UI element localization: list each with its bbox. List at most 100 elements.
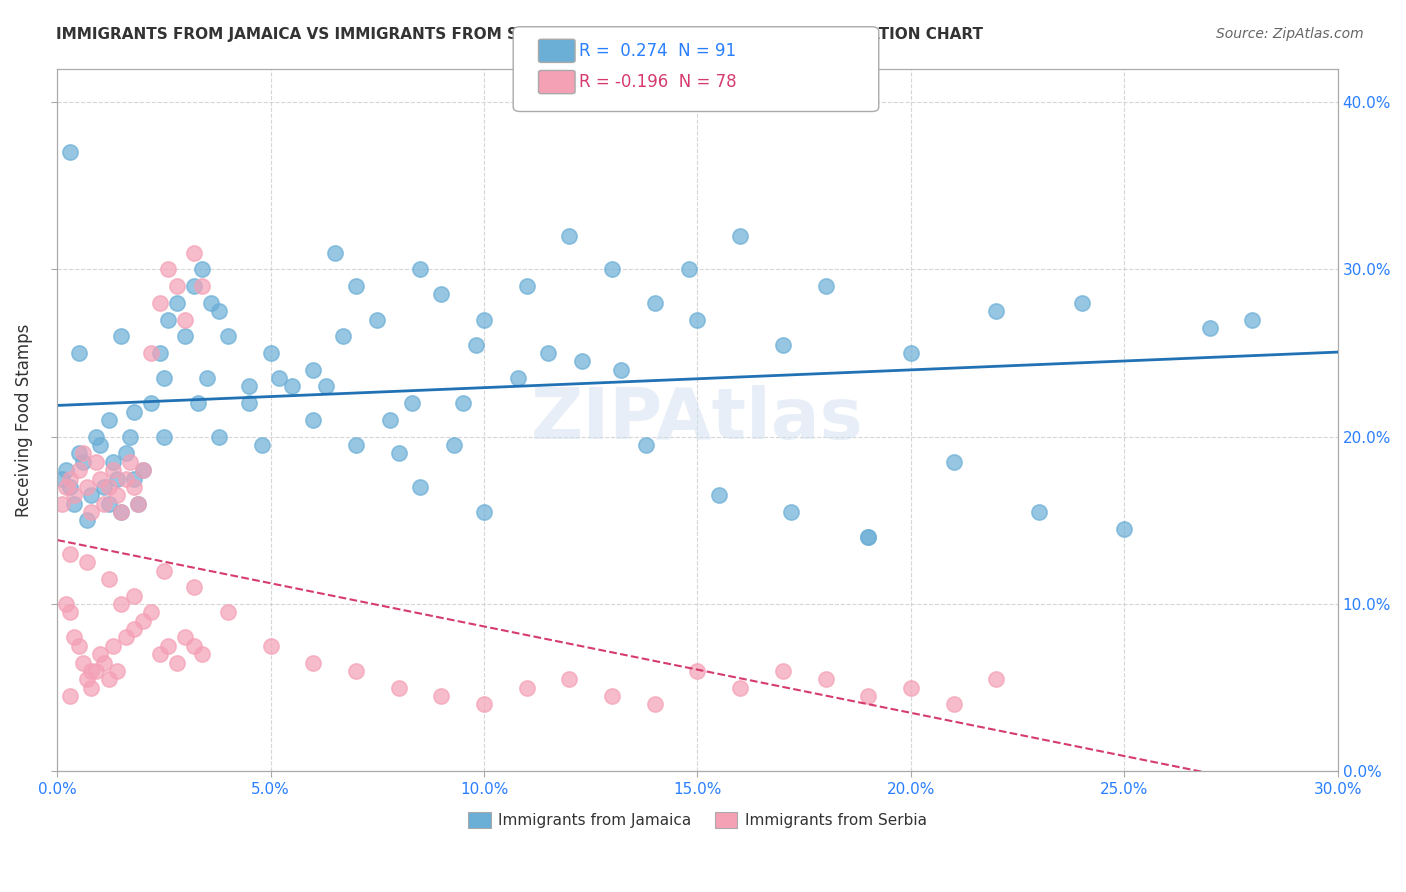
Point [97,413,120,427]
Point [131,463,153,477]
Point [84,430,107,444]
Point [101,639,124,653]
Point [986,673,1008,687]
Point [110,329,132,343]
Point [67,639,90,653]
Point [118,430,141,444]
Point [89,471,111,485]
Point [141,396,163,410]
Point [1198,321,1220,335]
Point [472,698,495,712]
Point [55,597,77,611]
Point [217,606,239,620]
Point [67,346,90,360]
Point [516,681,538,695]
Point [464,337,486,351]
Point [149,647,172,661]
Point [183,245,205,260]
Point [344,279,367,293]
Point [63,631,86,645]
Point [900,681,922,695]
Point [97,673,120,687]
Point [118,455,141,469]
Point [166,656,188,670]
Point [315,379,337,393]
Point [269,371,291,385]
Point [508,371,530,385]
Point [174,329,197,343]
Point [127,497,149,511]
Point [856,689,879,703]
Point [76,480,98,494]
Point [323,245,346,260]
Point [110,597,132,611]
Point [302,363,325,377]
Point [149,346,172,360]
Point [814,673,837,687]
Point [600,689,623,703]
Point [187,396,209,410]
Point [72,446,94,460]
Point [1114,522,1136,536]
Point [80,681,103,695]
Text: ZIPAtlas: ZIPAtlas [531,385,863,454]
Point [105,471,128,485]
Point [344,438,367,452]
Point [191,647,214,661]
Point [114,631,136,645]
Point [217,329,239,343]
Point [80,664,103,678]
Point [986,304,1008,318]
Point [122,471,145,485]
Point [728,681,751,695]
Point [183,580,205,594]
Point [401,396,423,410]
Point [707,488,730,502]
Point [59,471,82,485]
Point [110,505,132,519]
Point [67,446,90,460]
Point [63,488,86,502]
Point [97,480,120,494]
Point [89,647,111,661]
Point [644,698,666,712]
Point [93,656,115,670]
Point [149,295,172,310]
Point [67,463,90,477]
Point [195,371,218,385]
Point [183,279,205,293]
Point [780,505,803,519]
Point [59,606,82,620]
Point [191,262,214,277]
Point [59,689,82,703]
Point [430,287,453,301]
Point [609,363,631,377]
Point [200,295,222,310]
Point [772,337,794,351]
Point [55,463,77,477]
Point [157,639,180,653]
Point [131,614,153,628]
Point [302,413,325,427]
Point [153,371,176,385]
Point [114,471,136,485]
Point [686,664,709,678]
Point [537,346,560,360]
Point [558,673,581,687]
Point [332,329,354,343]
Point [101,463,124,477]
Y-axis label: Receiving Food Stamps: Receiving Food Stamps [15,323,32,516]
Point [157,312,180,326]
Point [141,346,163,360]
Point [51,497,73,511]
Point [127,497,149,511]
Point [105,664,128,678]
Point [84,455,107,469]
Point [191,279,214,293]
Text: R =  0.274  N = 91: R = 0.274 N = 91 [579,42,737,60]
Point [260,346,283,360]
Point [728,228,751,243]
Point [63,497,86,511]
Point [678,262,700,277]
Point [141,606,163,620]
